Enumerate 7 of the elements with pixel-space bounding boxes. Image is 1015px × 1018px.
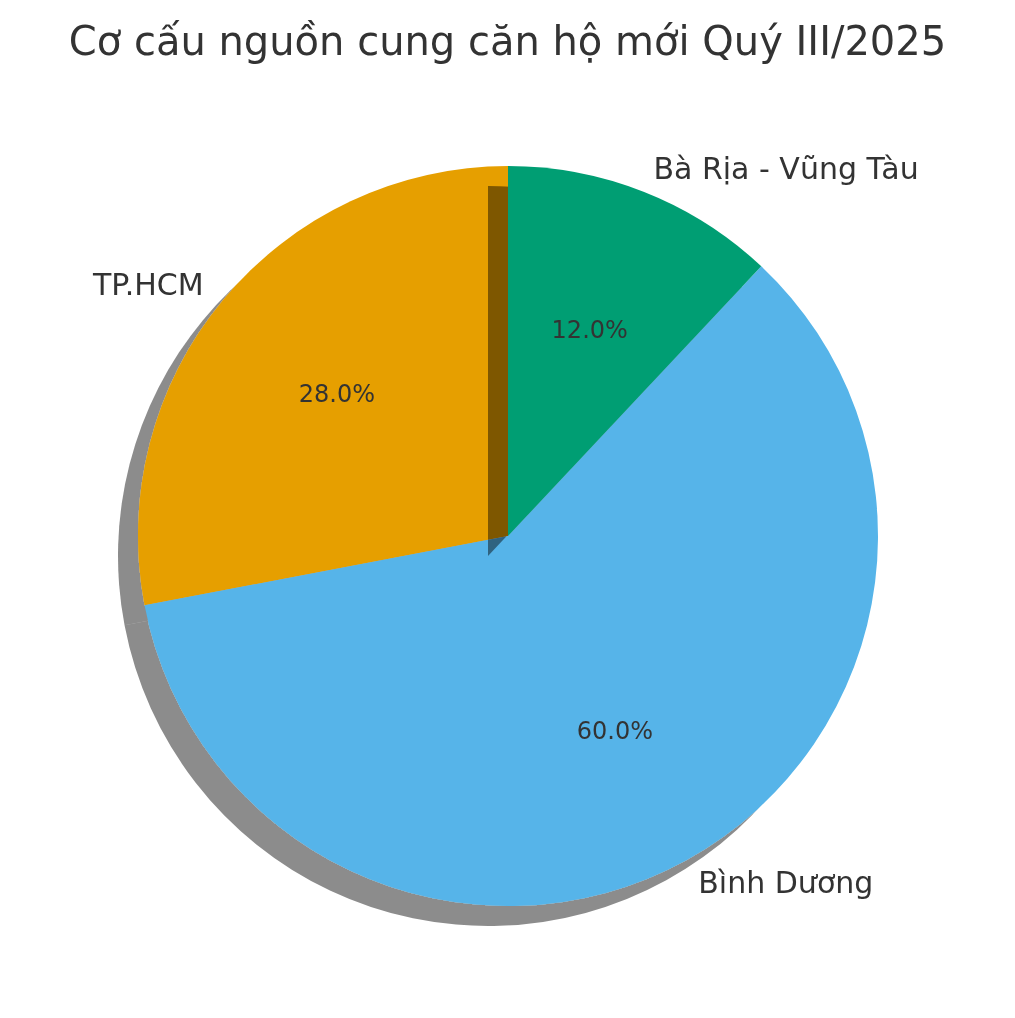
slice-label: Bà Rịa - Vũng Tàu xyxy=(653,151,919,187)
data-label: 12.0% xyxy=(551,315,628,344)
chart-title: Cơ cấu nguồn cung căn hộ mới Quý III/2025 xyxy=(68,18,947,64)
slice-label: TP.HCM xyxy=(91,266,204,302)
slice-label: Bình Dương xyxy=(698,864,874,900)
data-label: 28.0% xyxy=(298,380,376,409)
data-label: 60.0% xyxy=(576,716,654,745)
